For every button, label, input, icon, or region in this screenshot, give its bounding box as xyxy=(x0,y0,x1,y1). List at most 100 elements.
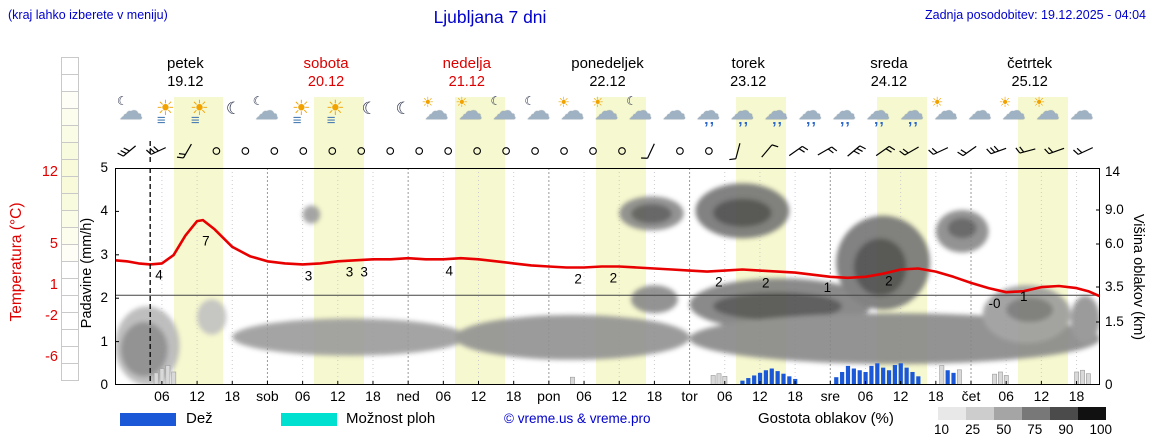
rain-bar xyxy=(881,367,886,385)
barb-shaft xyxy=(1078,147,1094,155)
last-updated: Zadnja posodobitev: 19.12.2025 - 04:04 xyxy=(924,8,1146,22)
fog-glyph: ≡ xyxy=(292,112,302,129)
calm-wind-circle xyxy=(705,147,713,155)
cloud-region xyxy=(630,203,672,224)
temp-scale-cell xyxy=(61,346,79,364)
time-tick-label: 06 xyxy=(576,388,592,404)
time-tick-label: 12 xyxy=(189,388,205,404)
gray-bar xyxy=(716,373,722,385)
barb-tick xyxy=(1044,148,1050,155)
rain-bar xyxy=(892,365,897,385)
time-tick-label: 06 xyxy=(294,388,311,404)
sunSmall-glyph: ☀ xyxy=(421,94,435,110)
temp-value-label: 4 xyxy=(445,263,453,278)
time-tick-label: 06 xyxy=(998,388,1014,404)
gray-bar xyxy=(171,371,177,385)
gray-bar xyxy=(722,376,728,385)
temp-value-label: 3 xyxy=(346,264,354,279)
menu-hint: (kraj lahko izberete v meniju) xyxy=(8,8,168,22)
barb-tick xyxy=(798,148,805,153)
rain-bar xyxy=(910,371,915,385)
wind-barb xyxy=(117,145,136,157)
rain-bar xyxy=(945,370,950,385)
sun-fog-icon: ☀ ≡ xyxy=(286,96,318,128)
cloud-region xyxy=(232,318,467,356)
cloud-icon: ☁ xyxy=(659,96,691,128)
cloud-height-tick-label: 6.0 xyxy=(1105,236,1124,251)
cloud-glyph: ☁ xyxy=(798,98,823,125)
cloud-height-tick-label: 3.5 xyxy=(1105,279,1124,294)
cloud-glyph: ☁ xyxy=(118,98,143,125)
time-tick-label: 12 xyxy=(330,388,346,404)
cloud-glyph: ☁ xyxy=(458,98,483,125)
cloud-rain-icon: ☁ ‚‚ xyxy=(829,96,861,128)
time-tick-label: pon xyxy=(537,388,561,404)
day-date: 24.12 xyxy=(870,74,908,90)
precip-tick-label: 2 xyxy=(100,290,108,306)
gray-bars xyxy=(153,365,1091,385)
barb-shaft xyxy=(182,143,192,159)
cloud-sun-icon: ☀ ☁ xyxy=(999,95,1031,128)
time-tick-label: 18 xyxy=(1068,388,1085,404)
rain-bar xyxy=(840,371,845,385)
barb-tick xyxy=(729,158,736,161)
rain-bar xyxy=(886,370,892,385)
barb-shaft xyxy=(904,146,919,156)
cloud-rain-icon: ☁ ‚‚ xyxy=(761,96,793,128)
temp-value-label: 2 xyxy=(885,274,893,289)
barb-shaft xyxy=(150,147,166,155)
gray-bar xyxy=(1085,373,1091,385)
day-name: nedelja xyxy=(442,55,491,72)
rain-glyph: ‚‚ xyxy=(907,111,919,128)
temperature-tick-label: -2 xyxy=(45,307,58,324)
wind-barb xyxy=(875,145,896,157)
cloud-density-label: Gostota oblakov (%) xyxy=(758,410,894,427)
credit-link[interactable]: © vreme.us & vreme.pro xyxy=(504,411,651,426)
sunSmall-glyph: ☀ xyxy=(557,94,570,110)
cloud-rain-icon: ☁ ‚‚ xyxy=(795,96,827,128)
temp-scale-cell xyxy=(61,312,79,330)
barb-tick xyxy=(802,145,809,151)
gray-bar xyxy=(939,365,945,385)
sun-glyph: ☀ xyxy=(291,97,311,120)
rain-bar xyxy=(845,365,851,385)
rain-legend-swatch xyxy=(120,413,176,426)
day-date: 20.12 xyxy=(307,74,345,90)
rain-bar xyxy=(781,373,786,385)
rain-bar xyxy=(951,372,956,385)
rain-bar xyxy=(863,371,868,385)
time-tick-label: 18 xyxy=(646,388,663,404)
calm-wind-circle xyxy=(270,147,279,155)
temp-value-label: -0 xyxy=(988,296,1000,311)
cloud-region xyxy=(302,205,321,224)
temp-scale-cell xyxy=(61,244,79,262)
cloud-density-ticks: 10 25 50 75 90 100 xyxy=(934,422,1112,437)
cloud-glyph: ☁ xyxy=(594,98,619,125)
temp-scale-cell xyxy=(61,176,79,194)
day-header: nedelja 21.12 xyxy=(396,54,537,92)
rain-bar xyxy=(834,377,839,385)
moonSmall-glyph: ☾ xyxy=(116,94,128,108)
density-tick-label: 100 xyxy=(1089,422,1112,437)
time-tick-label: 18 xyxy=(505,388,522,404)
sun-fog-icon: ☀ ≡ xyxy=(184,96,216,128)
density-tick-label: 75 xyxy=(1027,422,1043,437)
cloud-sun-icon: ☀ ☁ xyxy=(421,94,454,128)
day-date: 25.12 xyxy=(1011,74,1048,90)
rain-glyph: ‚‚ xyxy=(873,111,885,128)
cloud-glyph: ☁ xyxy=(560,98,585,125)
wind-barb xyxy=(928,147,949,155)
time-tick-label: 06 xyxy=(857,388,874,404)
gray-bar xyxy=(165,365,171,385)
moon-cloud-icon: ☾ ☁ xyxy=(252,95,284,128)
rain-legend-label: Dež xyxy=(186,410,213,427)
barb-shaft xyxy=(962,145,977,157)
rain-bar xyxy=(857,370,862,385)
barb-tick xyxy=(859,145,866,150)
cloud-icon: ☁ xyxy=(1067,96,1099,128)
rain-glyph: ‚‚ xyxy=(772,111,783,128)
weather-icon-row: ☾ ☁ ☀ ≡ ☀ ≡ ☾ ☾ ☁ ☀ ≡ ☀ ≡ ☾ ☾ ☀ ☁ ☀ ☁ ☾ ☁ ☾ ☁ ☀ ☁ ☀ ☁ ☾ ☁ ☁ ☁ ‚‚ ☁ ‚‚ ☁ ‚‚ ☁… xyxy=(115,94,1100,128)
density-tick-label: 25 xyxy=(965,422,981,437)
cloud-glyph: ☁ xyxy=(1069,98,1094,125)
moon-icon: ☾ xyxy=(218,96,250,128)
